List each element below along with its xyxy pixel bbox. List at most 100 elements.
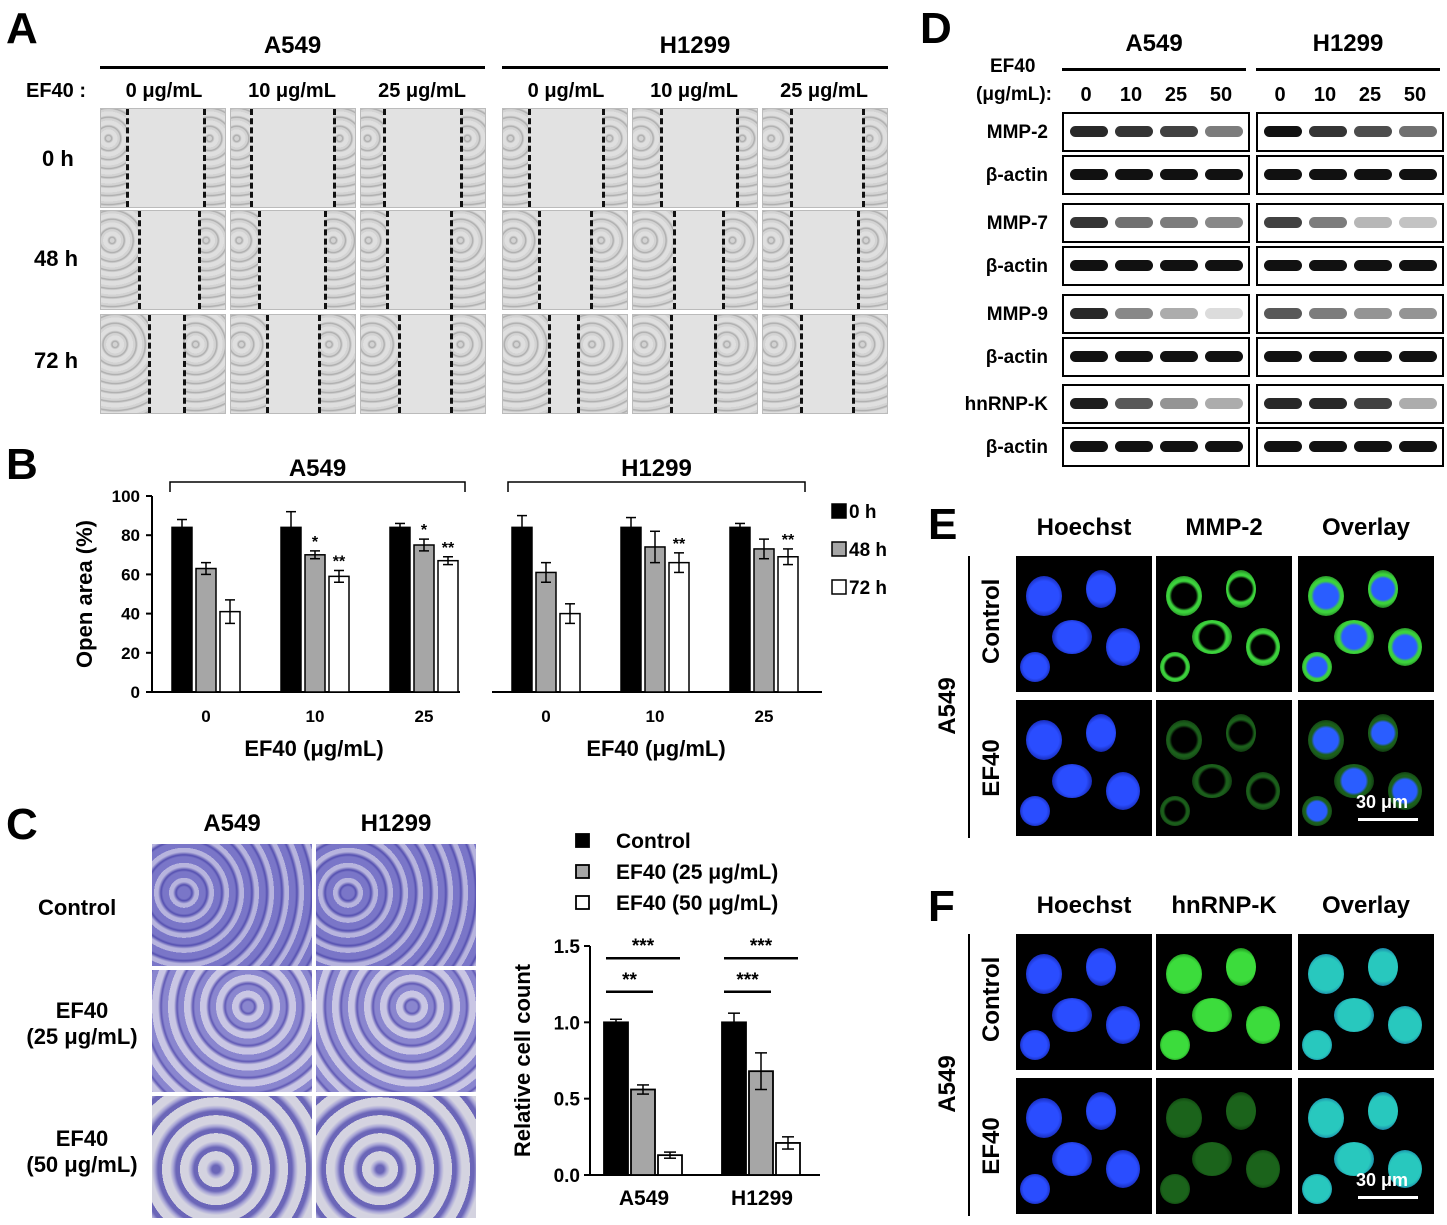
bar-H1299-10-48 h (644, 546, 666, 693)
cell-region (361, 211, 386, 309)
wb-band (1309, 351, 1347, 362)
bar-A549-25-72 h (437, 559, 459, 693)
y-tick-label: 60 (121, 565, 140, 584)
wb-band (1205, 351, 1243, 362)
bar-A549-25-48 h (413, 544, 435, 693)
cell-nucleus (1166, 720, 1202, 760)
cell-nucleus (1086, 570, 1116, 608)
wb-blot-β-actin-H1299 (1256, 337, 1444, 377)
x-tick-label: A549 (619, 1187, 669, 1210)
wound-image-r0-c2 (360, 108, 486, 208)
cell-region (735, 109, 757, 207)
legend-swatch (831, 503, 847, 519)
panel-a-group-a549: A549 (263, 32, 322, 59)
cell-nucleus (1334, 1142, 1374, 1176)
wb-blot-hnRNP-K-H1299 (1256, 384, 1444, 424)
cell-nucleus (1026, 720, 1062, 760)
wb-band (1264, 351, 1302, 362)
x-axis-label: EF40 (μg/mL) (244, 736, 383, 761)
wound-edge-line (383, 109, 387, 207)
panel-a-conc-0: 0 μg/mL (125, 80, 203, 102)
wb-lane-label: 50 (1403, 84, 1427, 106)
bar-H1299-EF40 (25 μg/mL) (748, 1070, 774, 1176)
wb-band (1354, 126, 1392, 137)
wound-edge-line (138, 211, 142, 309)
cell-region (197, 211, 225, 309)
wb-blot-hnRNP-K-A549 (1062, 384, 1250, 424)
panel-a-ef40-label: EF40 : (26, 80, 87, 102)
cell-region (231, 315, 266, 413)
cell-nucleus (1192, 620, 1232, 654)
cell-region (852, 315, 887, 413)
wound-image-r0-c0 (100, 108, 226, 208)
cell-region (503, 211, 538, 309)
panel-c-row-ef40-50-conc: (50 μg/mL) (26, 1152, 138, 1177)
fluo-divider (968, 556, 970, 838)
wb-band (1205, 398, 1243, 409)
wb-band (1309, 126, 1347, 137)
wb-unit-label: (μg/mL): (976, 84, 1052, 105)
wb-band (1070, 169, 1108, 180)
cell-region (361, 315, 399, 413)
legend-label: 48 h (849, 540, 887, 561)
cell-region (202, 109, 225, 207)
wb-band (1205, 260, 1243, 271)
cell-region (503, 109, 528, 207)
significance-mark: ** (673, 536, 686, 553)
cell-nucleus (1302, 796, 1332, 826)
wb-lane-label: 10 (1313, 84, 1337, 106)
cell-region (324, 211, 355, 309)
scale-bar (1358, 1196, 1418, 1199)
fluo-col-Hoechst: Hoechst (1036, 892, 1132, 919)
fluo-image-Control-MMP-2 (1156, 556, 1292, 692)
wound-edge-line (857, 211, 861, 309)
y-tick-label: 1.0 (554, 1013, 580, 1034)
cell-region (633, 315, 671, 413)
wound-image-r0-c3 (502, 108, 628, 208)
wb-band (1160, 260, 1198, 271)
bar-H1299-Control (721, 1021, 747, 1176)
fluo-row-EF40: EF40 (978, 739, 1005, 797)
wb-band (1205, 441, 1243, 452)
wound-image-r2-c4 (632, 314, 758, 414)
cell-nucleus (1160, 1030, 1190, 1060)
wound-edge-line (790, 211, 794, 309)
legend-label: 72 h (849, 578, 887, 599)
cell-nucleus (1106, 1150, 1140, 1188)
wb-blot-β-actin-A549 (1062, 246, 1250, 286)
invasion-image-a549-ef40-25 (152, 970, 312, 1092)
panel-a-conc-25-h1299: 25 μg/mL (780, 80, 868, 102)
wb-band (1354, 308, 1392, 319)
cell-nucleus (1308, 720, 1344, 760)
wb-band (1309, 217, 1347, 228)
y-tick-label: 80 (121, 526, 140, 545)
wb-band (1399, 169, 1437, 180)
wb-band (1264, 169, 1302, 180)
legend-swatch (575, 864, 590, 879)
wound-image-r0-c5 (762, 108, 888, 208)
x-tick-label: 25 (415, 707, 434, 726)
panel-label-a: A (6, 4, 38, 53)
wound-image-r1-c5 (762, 210, 888, 310)
scale-bar-label: 30 μm (1356, 1170, 1409, 1190)
group-bracket (169, 481, 466, 492)
x-axis-label: EF40 (μg/mL) (586, 736, 725, 761)
wb-blot-β-actin-A549 (1062, 427, 1250, 467)
legend-label: Control (616, 830, 691, 853)
wb-group-A549: A549 (1125, 30, 1183, 57)
fluo-image-Control-Overlay (1298, 556, 1434, 692)
wb-band (1205, 126, 1243, 137)
panel-a-time-48h: 48 h (34, 246, 79, 271)
wb-lane-label: 10 (1119, 84, 1143, 106)
wb-blot-β-actin-A549 (1062, 337, 1250, 377)
wb-band (1264, 217, 1302, 228)
fluo-row-EF40: EF40 (978, 1117, 1005, 1175)
fluo-col-Hoechst: Hoechst (1036, 514, 1132, 541)
fluo-row-Control: Control (978, 956, 1005, 1042)
x-tick-label: H1299 (731, 1187, 793, 1210)
cell-nucleus (1160, 1174, 1190, 1204)
significance-label: *** (736, 970, 759, 991)
wb-band (1309, 169, 1347, 180)
wb-lane-label: 25 (1358, 84, 1382, 106)
